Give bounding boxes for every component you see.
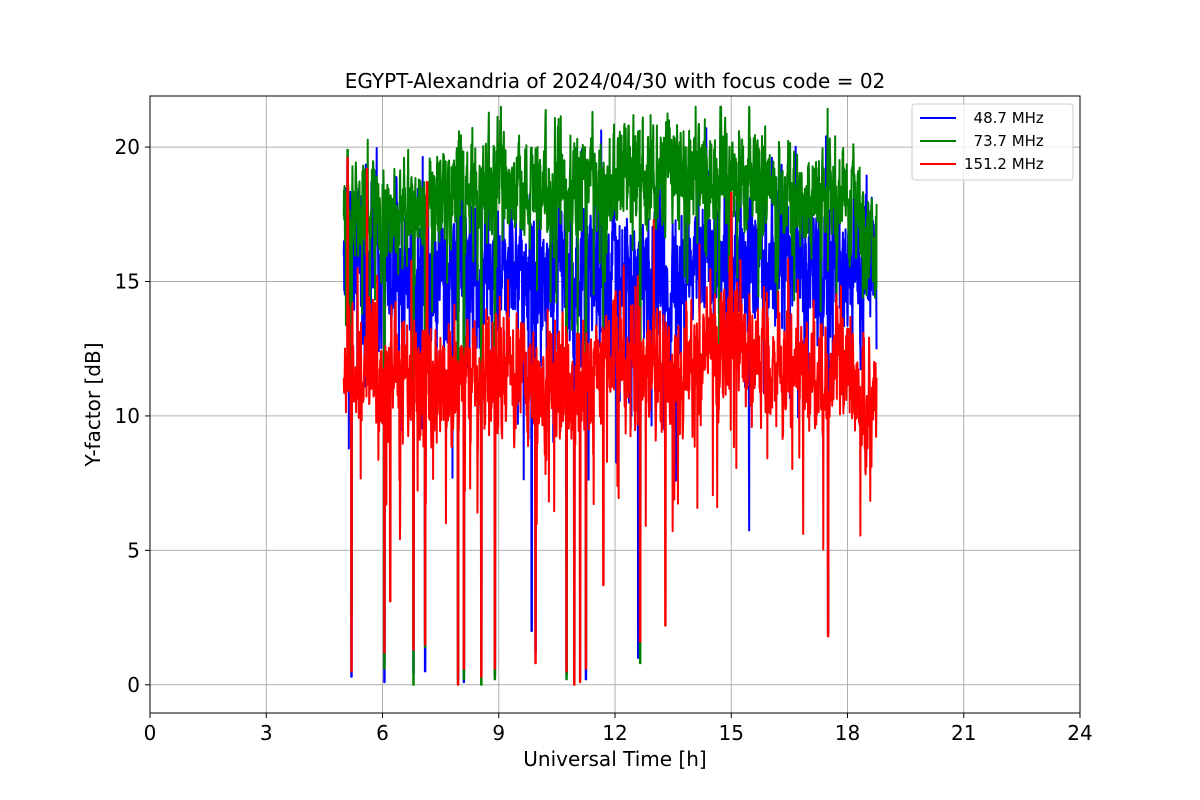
x-tick-label: 18 <box>835 721 860 745</box>
y-tick-label: 5 <box>127 538 140 562</box>
legend-entries: 48.7 MHz 73.7 MHz 151.2 MHz <box>920 109 1044 173</box>
legend-label: 151.2 MHz <box>964 155 1044 173</box>
chart-title: EGYPT-Alexandria of 2024/04/30 with focu… <box>345 69 886 93</box>
series-line-3 <box>342 156 878 686</box>
x-tick-label: 0 <box>144 721 157 745</box>
legend-label: 73.7 MHz <box>964 132 1044 150</box>
y-axis-label: Y-factor [dB] <box>81 342 105 467</box>
legend-label: 48.7 MHz <box>964 109 1044 127</box>
x-tick-label: 3 <box>260 721 273 745</box>
x-tick-label: 15 <box>719 721 744 745</box>
series-layer <box>342 105 878 686</box>
x-tick-label: 9 <box>492 721 505 745</box>
y-tick-label: 10 <box>115 404 140 428</box>
y-tick-label: 15 <box>115 270 140 294</box>
x-tick-label: 12 <box>602 721 627 745</box>
x-axis-label: Universal Time [h] <box>523 747 706 771</box>
tick-layer: 0 3 6 9 12 15 18 21 24 0 5 10 15 20 <box>115 135 1093 745</box>
y-tick-label: 20 <box>115 135 140 159</box>
x-tick-label: 24 <box>1067 721 1092 745</box>
legend: 48.7 MHz 73.7 MHz 151.2 MHz <box>911 103 1074 181</box>
y-tick-label: 0 <box>127 673 140 697</box>
x-tick-label: 21 <box>951 721 976 745</box>
series-line-2 <box>342 105 878 686</box>
x-tick-label: 6 <box>376 721 389 745</box>
legend-box <box>911 103 1074 181</box>
